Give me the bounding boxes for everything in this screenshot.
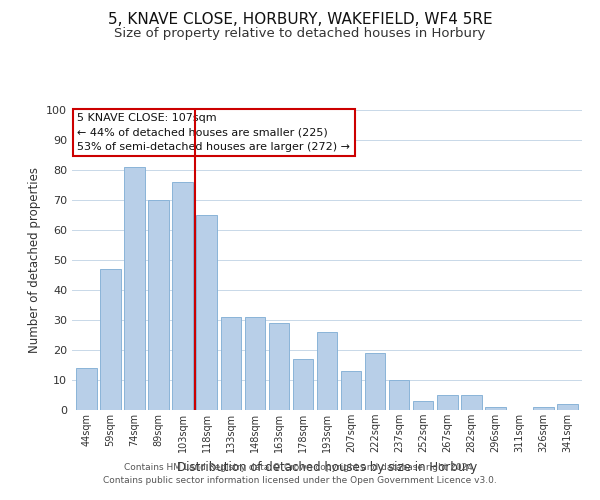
Bar bbox=[221, 317, 241, 410]
Bar bbox=[148, 200, 169, 410]
Bar bbox=[533, 407, 554, 410]
Y-axis label: Number of detached properties: Number of detached properties bbox=[28, 167, 41, 353]
Bar bbox=[437, 395, 458, 410]
Text: Contains public sector information licensed under the Open Government Licence v3: Contains public sector information licen… bbox=[103, 476, 497, 485]
Bar bbox=[317, 332, 337, 410]
X-axis label: Distribution of detached houses by size in Horbury: Distribution of detached houses by size … bbox=[177, 460, 477, 473]
Bar bbox=[485, 407, 506, 410]
Text: Contains HM Land Registry data © Crown copyright and database right 2024.: Contains HM Land Registry data © Crown c… bbox=[124, 464, 476, 472]
Bar bbox=[557, 404, 578, 410]
Bar bbox=[76, 368, 97, 410]
Bar bbox=[172, 182, 193, 410]
Bar bbox=[124, 167, 145, 410]
Bar bbox=[196, 215, 217, 410]
Bar bbox=[293, 359, 313, 410]
Bar bbox=[413, 401, 433, 410]
Bar bbox=[269, 323, 289, 410]
Bar bbox=[341, 371, 361, 410]
Bar bbox=[245, 317, 265, 410]
Text: Size of property relative to detached houses in Horbury: Size of property relative to detached ho… bbox=[115, 28, 485, 40]
Bar bbox=[461, 395, 482, 410]
Bar bbox=[100, 269, 121, 410]
Text: 5, KNAVE CLOSE, HORBURY, WAKEFIELD, WF4 5RE: 5, KNAVE CLOSE, HORBURY, WAKEFIELD, WF4 … bbox=[107, 12, 493, 28]
Bar bbox=[389, 380, 409, 410]
Text: 5 KNAVE CLOSE: 107sqm
← 44% of detached houses are smaller (225)
53% of semi-det: 5 KNAVE CLOSE: 107sqm ← 44% of detached … bbox=[77, 113, 350, 152]
Bar bbox=[365, 353, 385, 410]
